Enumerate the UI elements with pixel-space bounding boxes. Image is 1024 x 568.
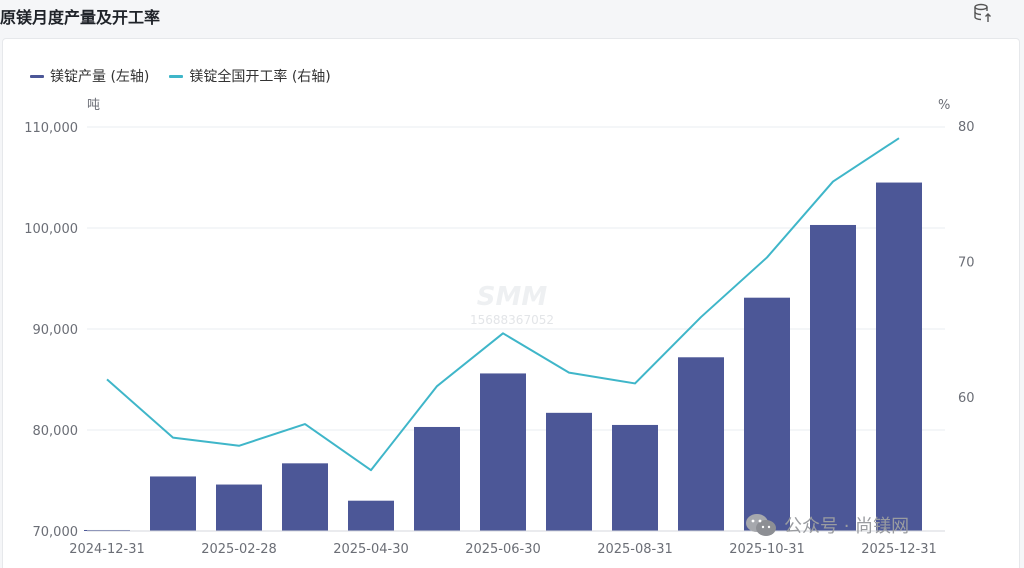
legend-label-production: 镁锭产量 (左轴)	[50, 69, 150, 85]
y-left-tick-label: 70,000	[33, 525, 79, 540]
watermark-phone: 15688367052	[470, 313, 554, 327]
legend-item-production[interactable]: 镁锭产量 (左轴)	[30, 66, 149, 86]
bar	[678, 357, 724, 531]
legend-item-operating-rate[interactable]: 镁锭全国开工率 (右轴)	[169, 66, 331, 86]
legend-swatch-production	[30, 74, 44, 78]
x-tick-label: 2025-12-31	[861, 542, 937, 557]
y-right-tick-label: 80	[958, 120, 975, 135]
x-tick-label: 2024-12-31	[69, 542, 145, 557]
x-tick-label: 2025-02-28	[201, 542, 277, 557]
x-tick-label: 2025-06-30	[465, 542, 541, 557]
wechat-icon	[746, 514, 776, 536]
bar	[216, 484, 262, 531]
bar	[876, 182, 922, 532]
bar	[810, 224, 856, 531]
bar	[612, 424, 658, 531]
bar	[414, 426, 460, 531]
bar	[150, 476, 196, 531]
y-right-tick-label: 70	[958, 256, 975, 271]
chart-legend: 镁锭产量 (左轴) 镁锭全国开工率 (右轴)	[30, 66, 351, 86]
y-left-tick-label: 90,000	[33, 323, 79, 338]
database-export-icon[interactable]	[972, 2, 994, 24]
wechat-watermark: 公众号 · 尚镁网	[744, 512, 909, 538]
y-right-unit: %	[938, 98, 950, 113]
legend-label-operating-rate: 镁锭全国开工率 (右轴)	[189, 69, 331, 85]
x-tick-label: 2025-10-31	[729, 542, 805, 557]
page-title: 原镁月度产量及开工率	[0, 8, 161, 27]
bar	[480, 373, 526, 531]
y-left-tick-label: 110,000	[24, 121, 78, 136]
y-left-unit: 吨	[87, 98, 100, 113]
legend-swatch-operating-rate	[169, 74, 184, 78]
bar	[546, 412, 592, 531]
y-right-tick-label: 60	[958, 391, 975, 406]
bar	[282, 463, 328, 531]
bar	[348, 500, 394, 531]
bar	[84, 529, 130, 531]
line-series-operating-rate	[106, 137, 900, 472]
watermark-brand: SMM	[477, 282, 548, 312]
x-tick-label: 2025-04-30	[333, 542, 409, 557]
y-left-tick-label: 100,000	[24, 222, 78, 237]
y-left-tick-label: 80,000	[33, 424, 79, 439]
bar	[744, 297, 790, 531]
wechat-watermark-text: 公众号 · 尚镁网	[784, 516, 910, 537]
x-tick-label: 2025-08-31	[597, 542, 673, 557]
